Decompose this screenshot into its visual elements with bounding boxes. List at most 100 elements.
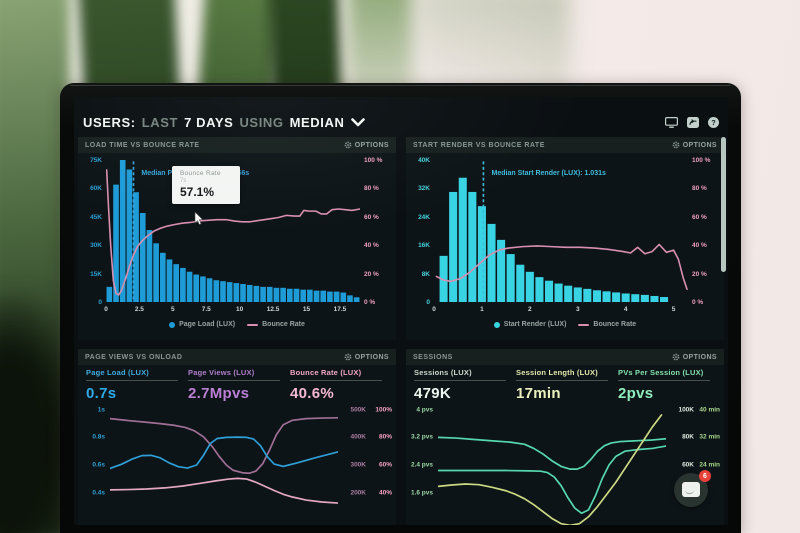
- series-line-pvs-per-session: [438, 446, 666, 513]
- y-axis-tick: 4 pvs: [416, 406, 433, 414]
- chart-area: 75K 60K 45K 30K 15K 0 100 % 80 % 60 % 40 % 20 % 0 …: [78, 153, 396, 340]
- histogram-bar: [166, 259, 173, 302]
- histogram-bar: [506, 254, 515, 302]
- histogram-bar: [650, 295, 659, 302]
- metric-label: Sessions (LUX): [414, 368, 472, 377]
- chart-area: 4 pvs 3.2 pvs 2.4 pvs 1.6 pvs 100K 40 min 80K…: [406, 405, 724, 525]
- histogram-bar: [612, 292, 621, 302]
- legend-item-line: Bounce Rate: [578, 321, 636, 328]
- header-title-part: USING: [239, 114, 284, 130]
- y-axis-tick: 30K: [90, 242, 102, 250]
- y-axis-tick: 80K: [682, 433, 694, 441]
- histogram-bar: [220, 281, 226, 302]
- help-icon[interactable]: ?: [708, 116, 719, 128]
- load-time-histogram[interactable]: [106, 160, 360, 302]
- options-button[interactable]: OPTIONS: [672, 353, 717, 361]
- histogram-bar: [146, 230, 153, 302]
- y-axis-tick: 500K: [350, 406, 366, 414]
- metric-underline: [618, 380, 710, 381]
- metric-value: 0.7s: [86, 385, 117, 402]
- users-period-dropdown[interactable]: USERS: LAST 7 DAYS USING MEDIAN: [83, 115, 365, 130]
- y-axis-tick-pair: 60K 24 min: [668, 462, 723, 469]
- panel-grid: LOAD TIME VS BOUNCE RATE OPTIONS 75K 60K 4…: [78, 137, 724, 525]
- metric-underline: [414, 380, 506, 381]
- options-label: OPTIONS: [682, 141, 717, 149]
- metric: PVs Per Session (LUX) 2pvs: [618, 368, 720, 402]
- y-axis-tick: 60K: [682, 461, 694, 469]
- histogram-bar: [226, 282, 233, 302]
- y-axis-left: 4 pvs 3.2 pvs 2.4 pvs 1.6 pvs: [408, 405, 435, 525]
- metric-label: Bounce Rate (LUX): [290, 368, 362, 377]
- metric-underline: [188, 380, 280, 381]
- histogram-bar: [307, 289, 313, 302]
- y-axis-tick: 8K: [421, 270, 430, 278]
- histogram-bar: [273, 287, 280, 302]
- options-button[interactable]: OPTIONS: [672, 141, 717, 149]
- y-axis-tick: 2.4 pvs: [410, 461, 433, 469]
- page-views-onload-chart[interactable]: [110, 405, 338, 525]
- metric-label: Page Views (LUX): [188, 368, 255, 377]
- options-button[interactable]: OPTIONS: [344, 353, 389, 361]
- chart-area: 1s 0.8s 0.6s 0.4s 500K 100% 400K 80% 300K 60% 200…: [78, 405, 396, 525]
- histogram-bar: [564, 285, 573, 302]
- histogram-bar: [347, 295, 353, 302]
- histogram-bar: [139, 213, 146, 302]
- sessions-chart[interactable]: [438, 405, 666, 525]
- panel-sessions: SESSIONS OPTIONS Sessions (LUX) 479K Sessi…: [406, 349, 724, 525]
- metric: Sessions (LUX) 479K: [414, 368, 516, 402]
- panel-header: PAGE VIEWS VS ONLOAD OPTIONS: [78, 349, 396, 365]
- y-axis-tick: 15K: [90, 270, 102, 278]
- histogram-bar: [240, 284, 246, 302]
- display-icon[interactable]: [665, 116, 678, 128]
- header-title-part: MEDIAN: [289, 114, 345, 130]
- histogram-bar: [133, 192, 139, 302]
- panel-header: SESSIONS OPTIONS: [406, 349, 724, 365]
- header-title-part: 7 DAYS: [184, 114, 234, 130]
- panel-page-views-vs-onload: PAGE VIEWS VS ONLOAD OPTIONS Page Load (…: [78, 349, 396, 525]
- x-axis-tick: 15: [302, 306, 311, 313]
- gear-icon: [344, 141, 352, 149]
- scrollbar-thumb[interactable]: [721, 137, 726, 272]
- metric-row: Sessions (LUX) 479K Session Length (LUX) 17…: [414, 368, 720, 402]
- start-render-histogram[interactable]: [434, 160, 688, 302]
- panel-title: SESSIONS: [413, 353, 453, 361]
- y-axis-tick: 40K: [418, 156, 430, 164]
- chart-legend: Page Load (LUX) Bounce Rate: [78, 321, 396, 328]
- options-label: OPTIONS: [354, 353, 389, 361]
- histogram-bar: [340, 292, 347, 302]
- legend-dot: [493, 321, 500, 328]
- plot-area: [438, 405, 666, 525]
- y-axis-tick: 1.6 pvs: [410, 489, 433, 497]
- x-axis: 0 2.5 5 7.5 10 12.5 15 17.5: [104, 306, 360, 315]
- y-axis-tick-pair: 200K 40%: [340, 489, 395, 496]
- legend-dot: [169, 321, 176, 328]
- y-axis-tick: 0 %: [364, 298, 376, 306]
- y-axis-tick: 80 %: [364, 185, 379, 193]
- panel-title: START RENDER VS BOUNCE RATE: [413, 141, 545, 149]
- y-axis-tick: 0.8s: [92, 433, 105, 441]
- y-axis-tick: 0 %: [692, 298, 704, 306]
- y-axis-tick: 1s: [97, 406, 105, 414]
- y-axis-tick: 60K: [90, 185, 102, 193]
- legend-label: Bounce Rate: [593, 321, 637, 328]
- y-axis-tick: 16K: [418, 242, 430, 250]
- median-annotation: Median Start Render (LUX): 1.031s: [491, 170, 606, 177]
- share-icon[interactable]: [687, 116, 699, 128]
- y-axis-right: 100 % 80 % 60 % 40 % 20 % 0 %: [690, 157, 722, 306]
- y-axis-tick: 100K: [678, 406, 694, 414]
- y-axis-tick: 45K: [90, 213, 102, 221]
- dashboard-screen: USERS: LAST 7 DAYS USING MEDIAN ?: [74, 97, 728, 525]
- chat-launcher[interactable]: 6: [674, 470, 711, 507]
- tooltip-series: Bounce Rate: [180, 170, 221, 177]
- histogram-bar: [246, 284, 253, 302]
- options-button[interactable]: OPTIONS: [344, 141, 389, 149]
- histogram-bar: [160, 252, 166, 302]
- histogram-bar: [293, 288, 300, 302]
- x-axis: 0 1 2 3 4 5: [432, 306, 688, 315]
- plot-area: Median Start Render (LUX): 1.031s: [434, 160, 688, 302]
- y-axis-left: 40K 32K 24K 16K 8K 0: [408, 156, 430, 306]
- histogram-bar: [266, 286, 273, 302]
- x-axis-tick: 0: [432, 306, 436, 313]
- histogram-bar: [573, 287, 582, 302]
